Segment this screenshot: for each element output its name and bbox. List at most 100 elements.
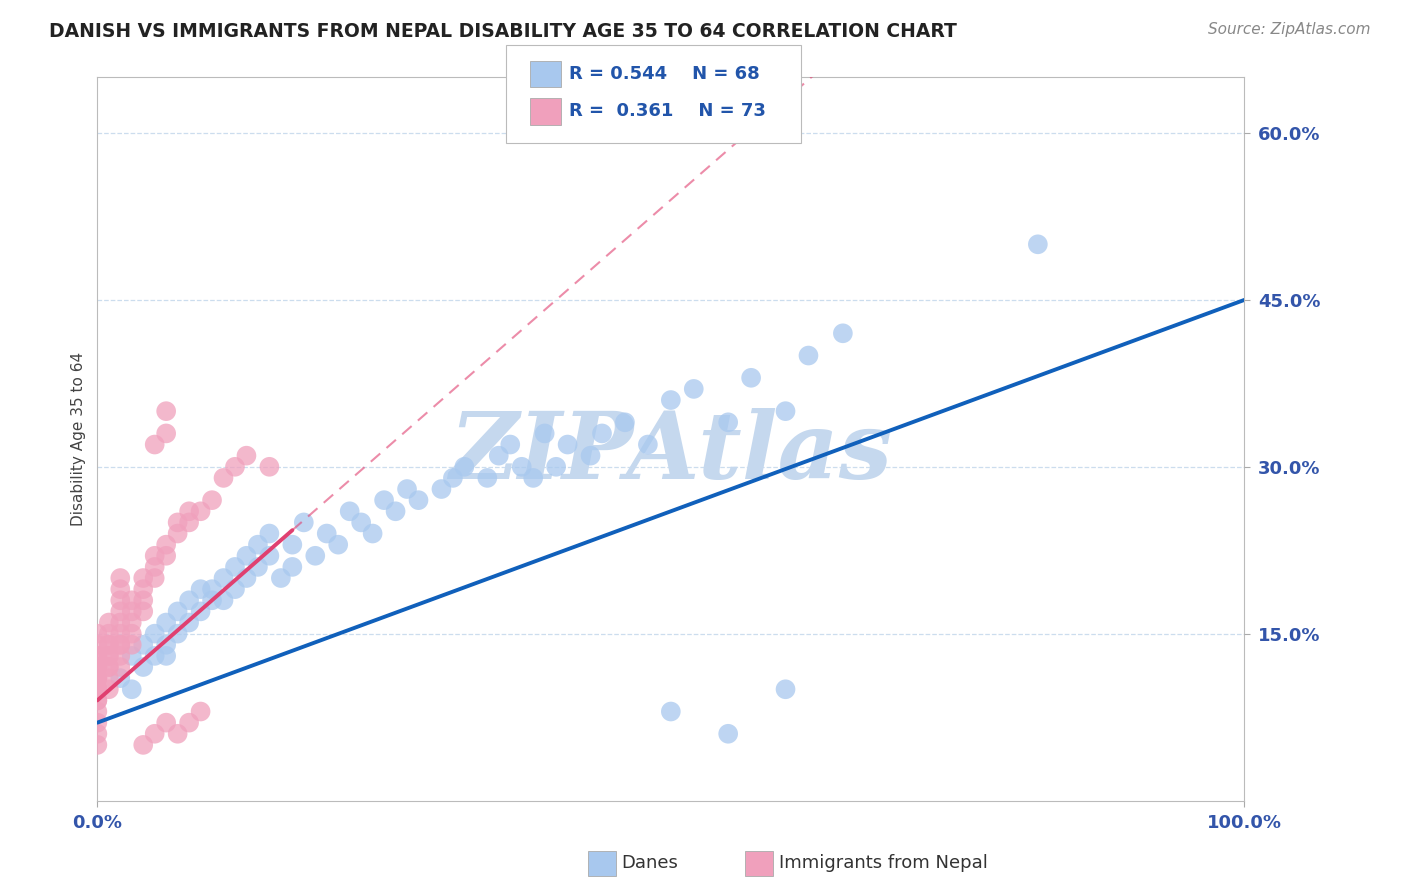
Point (510, 459, 533, 474)
Point (315, 526, 337, 541)
Point (546, 459, 568, 474)
Point (143, 549, 166, 563)
Point (717, 415, 740, 429)
Point (579, 449, 602, 463)
Point (190, 582, 212, 596)
Point (292, 516, 315, 530)
Point (155, 404, 177, 418)
Point (190, 604, 212, 618)
Point (270, 571, 292, 585)
Point (659, 392, 682, 407)
Point (533, 426, 555, 441)
Point (453, 459, 475, 474)
Point (659, 705, 682, 719)
Point (97, 626, 120, 640)
Point (190, 705, 212, 719)
Text: Immigrants from Nepal: Immigrants from Nepal (779, 855, 988, 872)
Point (110, 626, 132, 640)
Point (259, 526, 281, 541)
Point (831, 326, 853, 341)
Point (143, 571, 166, 585)
Point (143, 626, 166, 640)
Point (97, 660, 120, 674)
Point (110, 660, 132, 674)
Point (86, 693, 108, 707)
Point (717, 727, 740, 741)
Point (166, 626, 188, 640)
Point (110, 648, 132, 663)
Point (97, 648, 120, 663)
Point (86, 671, 108, 685)
Point (132, 604, 155, 618)
Point (235, 549, 257, 563)
Text: ZIPAtlas: ZIPAtlas (450, 409, 893, 499)
Point (488, 449, 510, 463)
Point (143, 727, 166, 741)
Point (86, 715, 108, 730)
Point (212, 471, 235, 485)
Point (224, 582, 246, 596)
Point (86, 660, 108, 674)
Point (155, 426, 177, 441)
Point (121, 638, 143, 652)
Point (166, 727, 188, 741)
Point (201, 493, 224, 508)
Point (212, 571, 235, 585)
Point (132, 571, 155, 585)
Point (86, 660, 108, 674)
Point (121, 593, 143, 607)
Point (86, 648, 108, 663)
Point (235, 449, 257, 463)
Point (179, 504, 201, 518)
Point (110, 571, 132, 585)
Point (86, 648, 108, 663)
Point (86, 682, 108, 697)
Point (557, 437, 579, 451)
Point (797, 349, 820, 363)
Point (86, 727, 108, 741)
Point (97, 638, 120, 652)
Point (132, 593, 155, 607)
Point (86, 682, 108, 697)
Point (86, 693, 108, 707)
Point (281, 560, 304, 574)
Point (179, 516, 201, 530)
Point (132, 582, 155, 596)
Point (121, 682, 143, 697)
Point (775, 682, 797, 697)
Point (522, 471, 544, 485)
Point (97, 660, 120, 674)
Point (166, 604, 188, 618)
Point (179, 715, 201, 730)
Point (235, 571, 257, 585)
Point (408, 493, 430, 508)
Point (430, 482, 453, 496)
Text: Danes: Danes (621, 855, 678, 872)
Point (201, 593, 224, 607)
Point (86, 738, 108, 752)
Point (259, 459, 281, 474)
Point (110, 604, 132, 618)
Point (86, 705, 108, 719)
Point (132, 738, 155, 752)
Point (361, 526, 384, 541)
Point (110, 615, 132, 630)
Point (121, 648, 143, 663)
Point (121, 604, 143, 618)
Point (97, 671, 120, 685)
Point (304, 549, 326, 563)
Point (373, 493, 395, 508)
Point (155, 549, 177, 563)
Point (143, 648, 166, 663)
Point (155, 715, 177, 730)
Text: DANISH VS IMMIGRANTS FROM NEPAL DISABILITY AGE 35 TO 64 CORRELATION CHART: DANISH VS IMMIGRANTS FROM NEPAL DISABILI… (49, 22, 957, 41)
Point (121, 626, 143, 640)
Point (259, 549, 281, 563)
Point (166, 526, 188, 541)
Point (328, 538, 350, 552)
Point (121, 615, 143, 630)
Point (86, 660, 108, 674)
Point (110, 638, 132, 652)
Point (224, 560, 246, 574)
Point (86, 626, 108, 640)
